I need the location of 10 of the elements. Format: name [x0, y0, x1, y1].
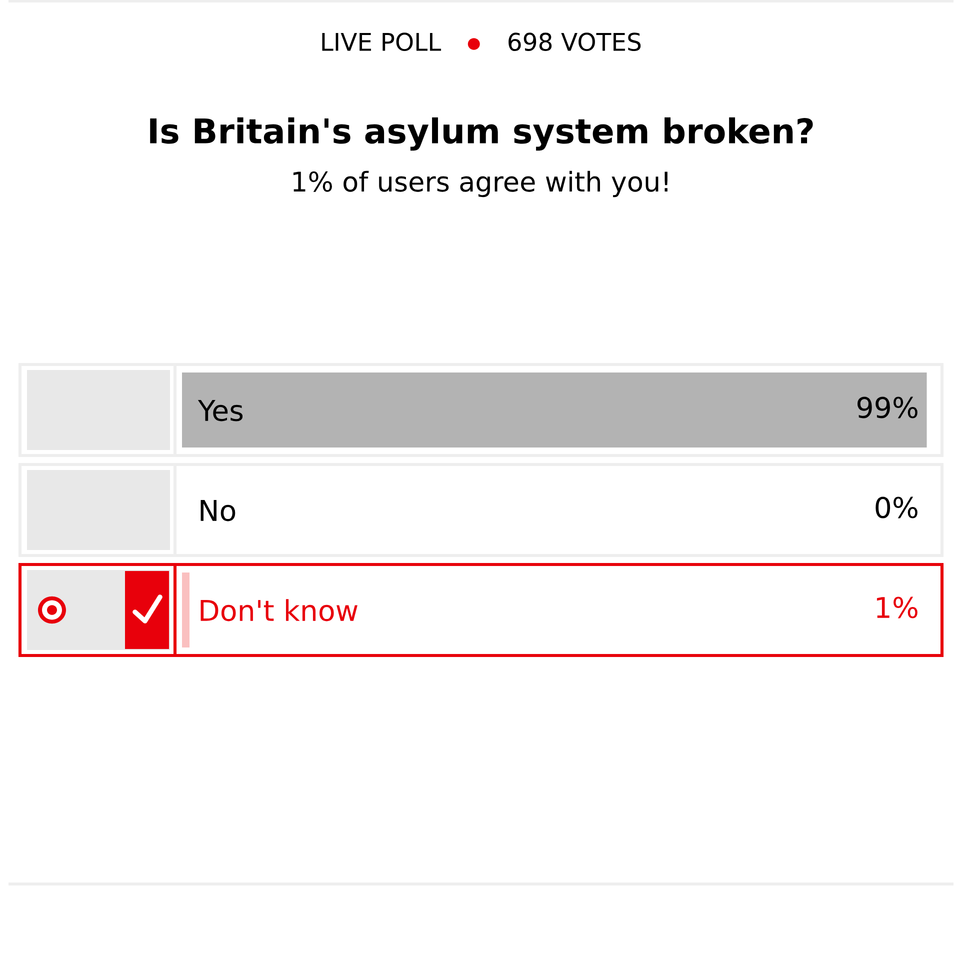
chart-title: Is Britain's asylum system broken? [150, 117, 813, 151]
y-tick-label: Yes [198, 400, 243, 422]
y-tick-label: Don't know [200, 599, 358, 622]
data-label: 99% [858, 396, 918, 418]
text: 698 VOTES [508, 32, 641, 52]
text: LIVE POLL [322, 32, 442, 52]
data-label: 0% [876, 496, 918, 518]
y-tick-label: No [200, 500, 236, 522]
chart-subtitle: 1% of users agree with you! [293, 170, 668, 198]
data-label: 1% [876, 596, 918, 618]
